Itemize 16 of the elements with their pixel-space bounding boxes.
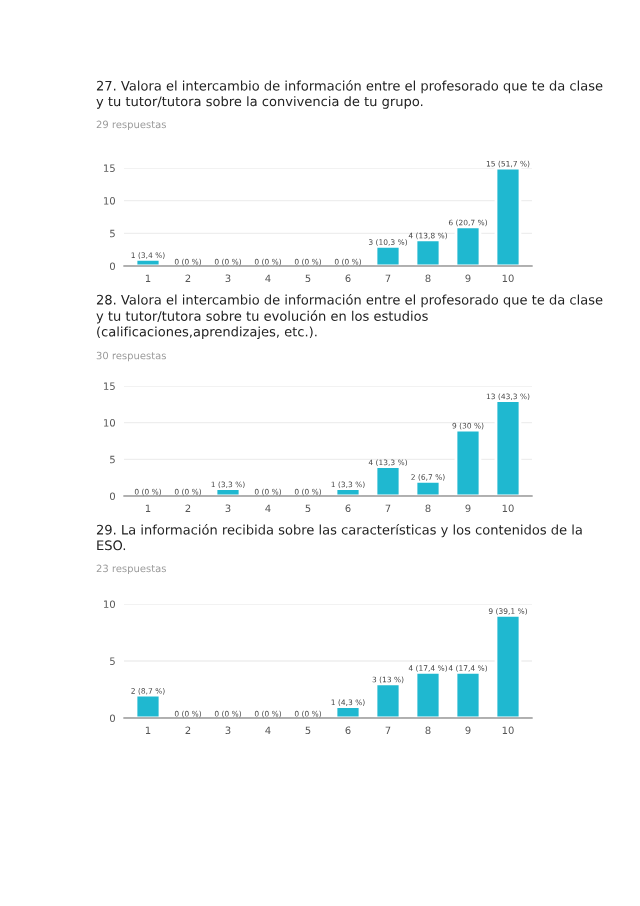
bar <box>454 225 482 266</box>
bar <box>454 428 482 496</box>
bar <box>374 682 402 718</box>
bar <box>374 465 402 496</box>
bar <box>214 487 242 496</box>
bar <box>374 245 402 266</box>
bar <box>494 614 522 718</box>
bar <box>494 399 522 496</box>
bar <box>494 168 522 266</box>
bar <box>454 671 482 718</box>
bar <box>414 238 442 266</box>
bar <box>414 479 442 496</box>
bar <box>334 487 362 496</box>
bar <box>334 705 362 718</box>
bar <box>134 693 162 718</box>
bar <box>414 671 442 718</box>
